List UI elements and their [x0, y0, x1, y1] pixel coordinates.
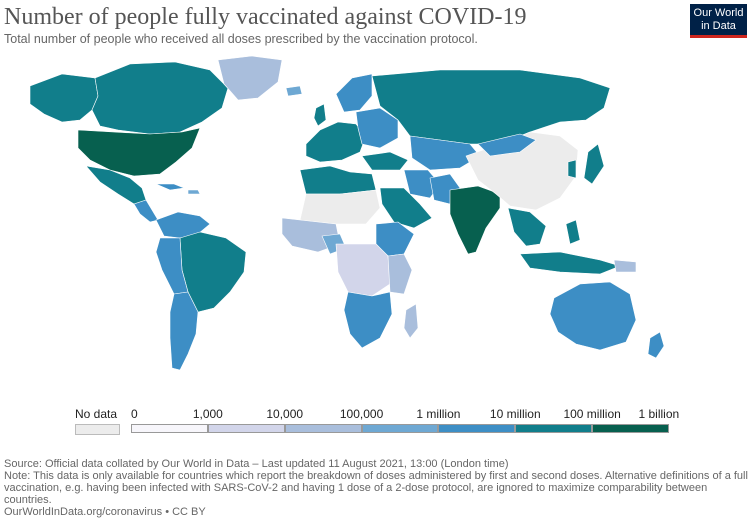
region-papua[interactable] [613, 259, 637, 273]
region-mongolia[interactable] [477, 133, 537, 157]
region-cuba[interactable] [155, 183, 185, 191]
legend-bin-3[interactable] [361, 424, 439, 433]
legend-bin-0[interactable] [131, 424, 208, 433]
region-turkey[interactable] [361, 151, 409, 171]
legend-tick-label: 1 billion [638, 407, 680, 421]
chart-subtitle: Total number of people who received all … [4, 32, 478, 46]
legend-tick-label: 10,000 [266, 407, 304, 421]
legend-bin-5[interactable] [515, 424, 593, 433]
region-eastern-europe[interactable] [355, 107, 399, 149]
region-indonesia[interactable] [519, 251, 621, 275]
legend-tick-label: 10 million [489, 407, 541, 421]
footer-url[interactable]: OurWorldInData.org/coronavirus • CC BY [4, 506, 206, 518]
region-central-africa[interactable] [335, 243, 391, 297]
region-russia[interactable] [371, 69, 611, 145]
chart-title: Number of people fully vaccinated agains… [4, 4, 527, 30]
region-alaska[interactable] [29, 73, 99, 123]
world-map [29, 55, 665, 371]
region-usa[interactable] [77, 127, 201, 177]
logo-line-2: in Data [701, 20, 736, 32]
region-madagascar[interactable] [403, 303, 419, 339]
legend-tick-label: 100 million [563, 407, 621, 421]
region-hispaniola[interactable] [187, 189, 201, 195]
legend-bin-4[interactable] [438, 424, 516, 433]
legend-bin-1[interactable] [207, 424, 285, 433]
logo-line-1: Our World [693, 7, 744, 19]
region-japan[interactable] [583, 143, 605, 185]
legend-no-data-label: No data [75, 407, 118, 421]
region-uk[interactable] [313, 103, 327, 127]
footer-source: Source: Official data collated by Our Wo… [4, 458, 509, 470]
region-central-america[interactable] [133, 199, 159, 223]
region-sahara[interactable] [299, 189, 381, 225]
legend-tick-label: 1 million [416, 407, 461, 421]
region-korea[interactable] [567, 159, 577, 179]
region-western-europe[interactable] [305, 121, 367, 163]
region-new-zealand[interactable] [647, 331, 665, 359]
owid-logo[interactable]: Our World in Data [690, 4, 747, 38]
region-southern-africa[interactable] [343, 291, 393, 349]
legend-bin-2[interactable] [284, 424, 362, 433]
footer-note: Note: This data is only available for co… [4, 470, 748, 506]
region-philippines[interactable] [565, 219, 581, 245]
region-southeast-asia[interactable] [507, 207, 547, 247]
region-arabia[interactable] [379, 187, 433, 229]
region-north-africa[interactable] [299, 165, 377, 195]
region-colombia-venezuela[interactable] [155, 211, 211, 239]
region-scandinavia[interactable] [335, 73, 373, 113]
region-iceland[interactable] [285, 85, 303, 97]
region-india[interactable] [449, 185, 501, 255]
region-greenland[interactable] [217, 55, 283, 101]
region-australia[interactable] [549, 281, 637, 351]
legend-bin-6[interactable] [592, 424, 669, 433]
chart-footer: Source: Official data collated by Our Wo… [4, 458, 748, 518]
region-argentina-chile[interactable] [169, 291, 199, 371]
region-canada[interactable] [91, 61, 229, 135]
legend-tick-label: 1,000 [192, 407, 223, 421]
legend-tick-label: 100,000 [339, 407, 384, 421]
legend-tick-label: 0 [131, 407, 138, 421]
legend-no-data-swatch [75, 424, 120, 435]
color-legend: No data 0 1,000 10,000 100,000 1 million 10 m… [0, 400, 752, 440]
region-east-africa[interactable] [387, 253, 413, 295]
